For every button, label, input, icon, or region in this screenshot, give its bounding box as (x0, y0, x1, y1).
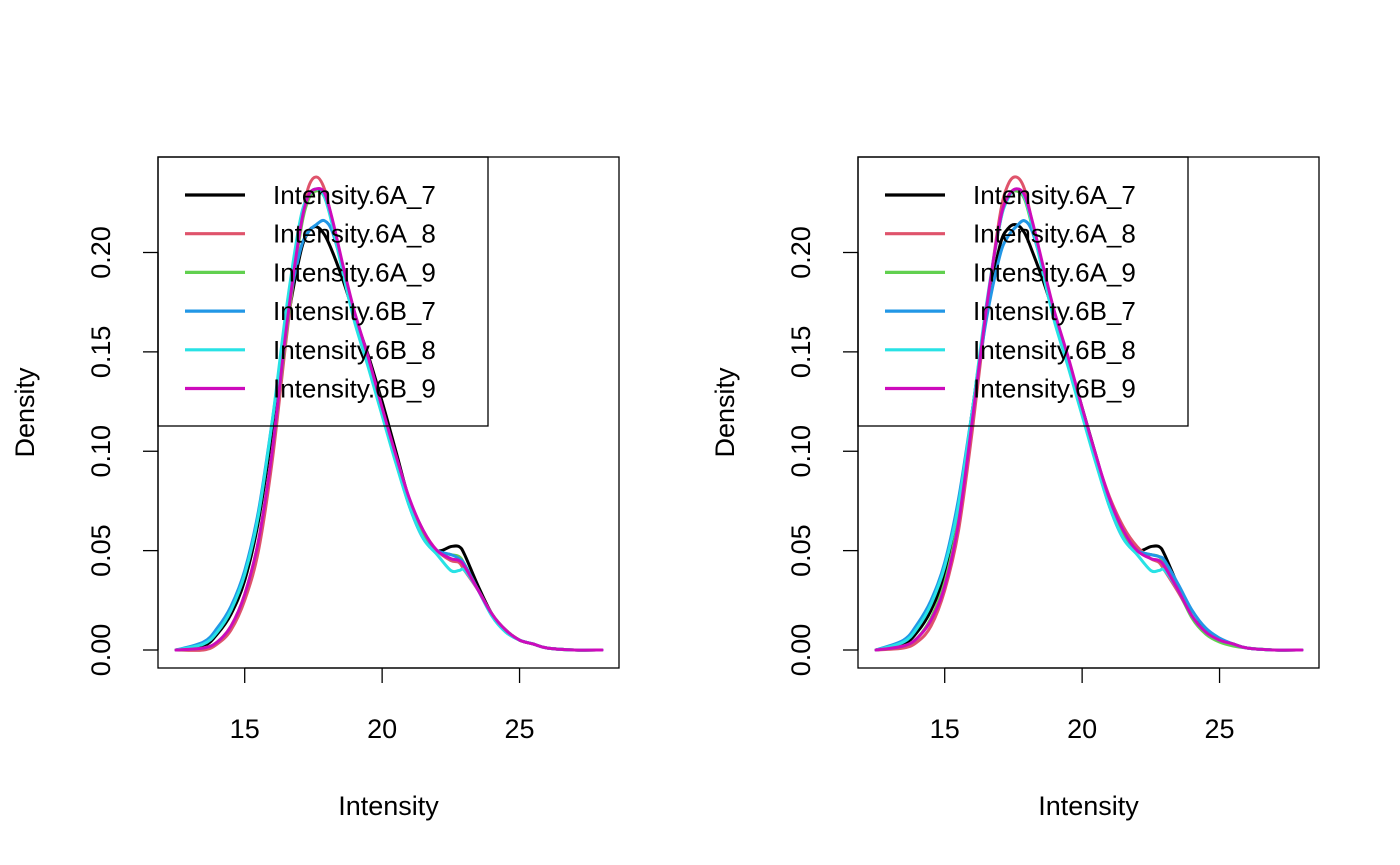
series-lines (174, 175, 604, 652)
y-axis-label: Density (10, 367, 40, 458)
x-axis-label: Intensity (1038, 791, 1139, 821)
y-axis: 0.00 0.05 0.10 0.15 0.20 Density (710, 226, 859, 677)
legend: Intensity.6A_7 Intensity.6A_8 Intensity.6A… (857, 156, 1189, 427)
y-tick-label: 0.15 (86, 326, 116, 379)
x-tick-label: 25 (1205, 714, 1235, 744)
series-lines (874, 175, 1304, 652)
x-tick-label: 15 (930, 714, 960, 744)
y-tick-label: 0.00 (786, 624, 816, 677)
legend-label: Intensity.6B_9 (973, 374, 1136, 404)
y-tick-label: 0.20 (86, 226, 116, 279)
x-axis-label: Intensity (338, 791, 439, 821)
series-line-Intensity.6B_8 (174, 187, 604, 652)
legend: Intensity.6A_7 Intensity.6A_8 Intensity.6A… (157, 156, 489, 427)
y-tick-label: 0.00 (86, 624, 116, 677)
legend-label: Intensity.6B_9 (273, 374, 436, 404)
density-panel-1: Intensity.6A_7 Intensity.6A_8 Intensity.6A… (10, 156, 620, 821)
legend-label: Intensity.6A_7 (973, 180, 1136, 210)
legend-label: Intensity.6A_9 (973, 257, 1136, 287)
legend-label: Intensity.6B_8 (973, 335, 1136, 365)
legend-label: Intensity.6A_8 (973, 219, 1136, 249)
panels: Intensity.6A_7 Intensity.6A_8 Intensity.6A… (10, 156, 1320, 821)
y-tick-label: 0.05 (786, 524, 816, 577)
legend-label: Intensity.6B_8 (273, 335, 436, 365)
series-line-Intensity.6B_9 (874, 187, 1304, 652)
legend-label: Intensity.6B_7 (973, 296, 1136, 326)
legend-label: Intensity.6A_9 (273, 257, 436, 287)
x-tick-label: 25 (505, 714, 535, 744)
x-tick-label: 20 (367, 714, 397, 744)
y-tick-label: 0.05 (86, 524, 116, 577)
legend-label: Intensity.6B_7 (273, 296, 436, 326)
legend-label: Intensity.6A_7 (273, 180, 436, 210)
x-tick-label: 15 (230, 714, 260, 744)
series-line-Intensity.6B_9 (174, 186, 604, 652)
x-axis: 15 20 25 Intensity (230, 667, 535, 821)
x-tick-label: 20 (1067, 714, 1097, 744)
y-axis-label: Density (710, 367, 740, 458)
y-axis: 0.00 0.05 0.10 0.15 0.20 Density (10, 226, 159, 677)
x-axis: 15 20 25 Intensity (930, 667, 1235, 821)
y-tick-label: 0.20 (786, 226, 816, 279)
y-tick-label: 0.10 (86, 425, 116, 478)
legend-label: Intensity.6A_8 (273, 219, 436, 249)
density-panel-2: Intensity.6A_7 Intensity.6A_8 Intensity.6A… (710, 156, 1320, 821)
y-tick-label: 0.15 (786, 326, 816, 379)
y-tick-label: 0.10 (786, 425, 816, 478)
